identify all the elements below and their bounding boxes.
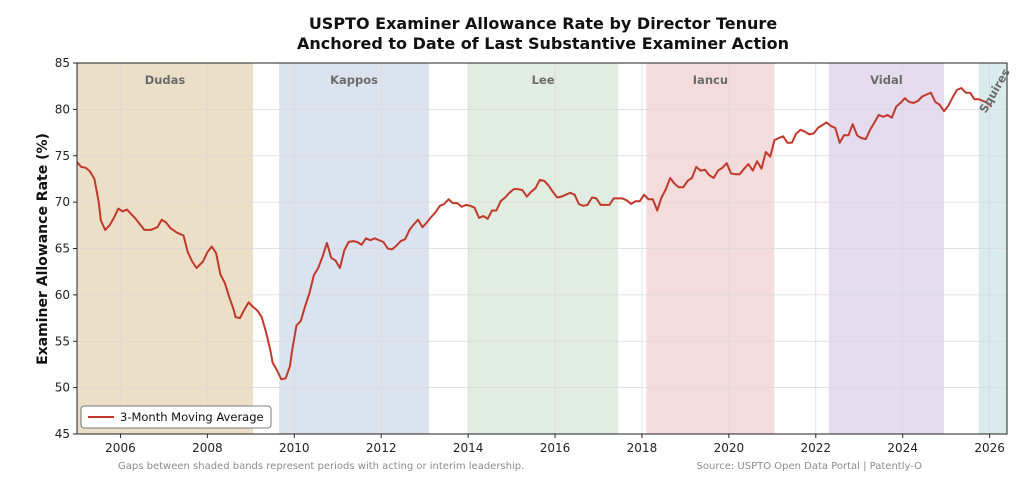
y-tick-label: 60 xyxy=(55,288,70,302)
y-tick-label: 50 xyxy=(55,381,70,395)
x-tick-label: 2020 xyxy=(714,441,745,455)
x-tick-label: 2008 xyxy=(192,441,223,455)
x-tick-label: 2018 xyxy=(627,441,658,455)
x-tick-label: 2022 xyxy=(801,441,832,455)
x-tick-label: 2016 xyxy=(540,441,571,455)
y-tick-label: 65 xyxy=(55,242,70,256)
y-tick-label: 70 xyxy=(55,195,70,209)
band-label-dudas: Dudas xyxy=(145,73,186,87)
x-tick-label: 2014 xyxy=(453,441,484,455)
x-tick-label: 2006 xyxy=(105,441,136,455)
chart-title: USPTO Examiner Allowance Rate by Directo… xyxy=(309,14,778,33)
band-label-lee: Lee xyxy=(532,73,555,87)
footnote-right: Source: USPTO Open Data Portal | Patentl… xyxy=(697,461,923,472)
y-tick-label: 75 xyxy=(55,149,70,163)
footnote-left: Gaps between shaded bands represent peri… xyxy=(118,461,524,472)
y-axis-label: Examiner Allowance Rate (%) xyxy=(35,133,51,365)
x-tick-label: 2012 xyxy=(366,441,397,455)
y-tick-label: 45 xyxy=(55,427,70,441)
x-tick-label: 2024 xyxy=(887,441,918,455)
legend: 3-Month Moving Average xyxy=(81,406,271,428)
band-label-vidal: Vidal xyxy=(870,73,903,87)
legend-label: 3-Month Moving Average xyxy=(120,410,264,424)
y-tick-label: 80 xyxy=(55,102,70,116)
y-tick-label: 85 xyxy=(55,56,70,70)
y-tick-label: 55 xyxy=(55,334,70,348)
band-label-iancu: Iancu xyxy=(693,73,728,87)
chart-subtitle: Anchored to Date of Last Substantive Exa… xyxy=(297,34,789,53)
x-tick-label: 2010 xyxy=(279,441,310,455)
x-tick-label: 2026 xyxy=(974,441,1005,455)
band-label-kappos: Kappos xyxy=(330,73,378,87)
